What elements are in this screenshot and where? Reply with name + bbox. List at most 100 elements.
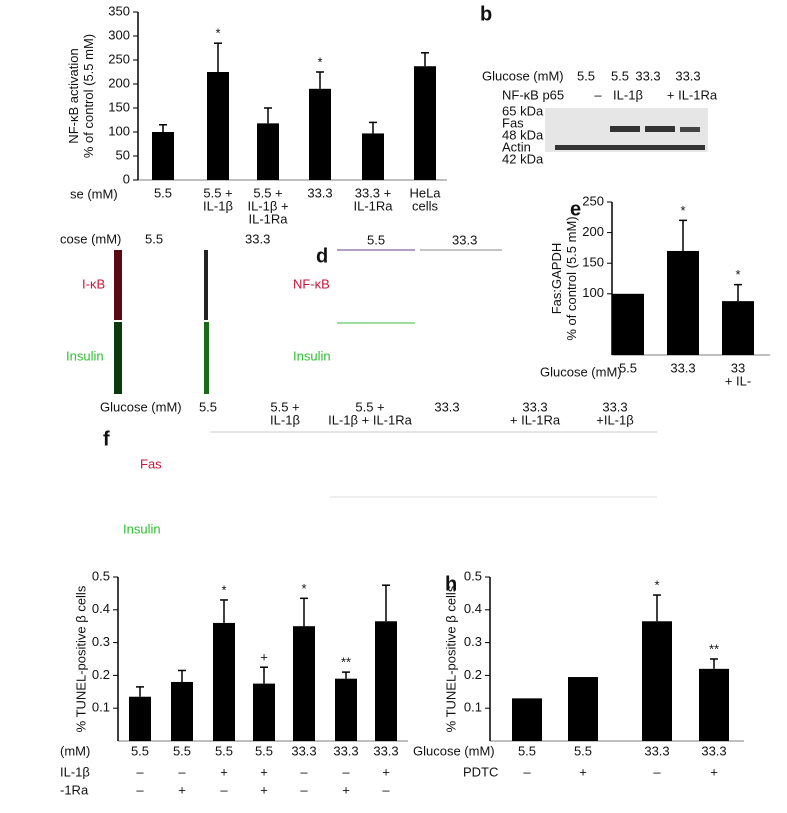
condition-label: IL-1β + IL-1Ra [328,412,412,427]
bar [213,622,235,741]
band [680,127,700,132]
y-tick-label: 0.3 [464,634,482,649]
y-tick-label: 300 [108,27,130,42]
row-cell: + [710,764,718,779]
annotation: ** [709,641,719,656]
lane-label: IL-1β [613,87,643,102]
y-axis-label: % of control (5.5 mM) [564,216,579,340]
x-tick-label: 33.3 [644,743,669,758]
condition-label: + IL-1Ra [510,412,561,427]
bar [152,132,174,180]
row-label: Glucose (mM) [482,68,564,83]
row-label: cose (mM) [60,231,121,246]
lane-label: 33.3 [635,68,660,83]
y-axis-label: NF-κB activation [66,48,81,143]
row-cell: – [136,782,144,797]
band [610,126,640,132]
bar [309,88,331,180]
lane-label: 5.5 [611,68,629,83]
x-tick-label: HeLa [409,185,441,200]
row-cell: – [653,764,661,779]
y-tick-label: 0.2 [464,667,482,682]
row-cell: – [220,782,228,797]
x-tick-label: 33.3 [307,185,332,200]
row-cell: + [220,764,228,779]
condition-label: 33.3 [434,399,459,414]
y-tick-label: 150 [582,255,604,270]
panel-letter: h [445,573,457,595]
bar [362,133,384,180]
x-tick-label: IL-1β [203,198,233,213]
x-tick-label: 5.5 + [253,185,282,200]
x-tick-label: 33.3 [670,360,695,375]
x-tick-label: 5.5 [619,360,637,375]
panel-letter: d [316,245,328,267]
column-label: 5.5 [367,232,385,247]
condition-label: IL-1β [270,412,300,427]
bar [512,698,542,741]
row-cell: – [523,764,531,779]
y-tick-label: 250 [582,193,604,208]
row-cell: – [136,764,144,779]
bar [667,250,699,355]
image [204,250,208,320]
lane-label: – [594,87,602,102]
annotation: * [301,581,306,596]
row-label: -1Ra [60,782,89,797]
marker: Actin [502,139,531,154]
marker: 65 kDa [502,103,544,118]
bar [207,72,229,180]
bar [414,66,436,180]
y-tick-label: 0 [123,171,130,186]
x-tick-label: 5.5 [255,743,273,758]
bar [335,678,357,741]
x-tick-label: cells [412,198,439,213]
bar [257,123,279,180]
row-cell: – [300,782,308,797]
x-tick-label: 33.3 [701,743,726,758]
annotation: * [215,26,220,41]
lane-label: + IL-1Ra [667,87,718,102]
condition-label: 5.5 + [270,399,299,414]
condition-label: +IL-1β [596,412,633,427]
y-axis-label: Fas:GAPDH [549,243,564,315]
annotation: ** [341,655,351,670]
stain-label: I-κB [82,276,105,291]
condition-label: 33.3 [602,399,627,414]
bar [568,677,598,741]
marker: Fas [502,115,524,130]
lane-label: 33.3 [675,68,700,83]
x-tick-label: 5.5 [173,743,191,758]
bar [293,626,315,741]
marker: 48 kDa [502,127,544,142]
row-cell: + [579,764,587,779]
bar [129,696,151,741]
row-cell: + [178,782,186,797]
bar [722,301,754,355]
x-axis-label: Glucose (mM) [413,743,495,758]
image [114,322,122,394]
band [645,126,675,132]
annotation: * [654,577,659,592]
x-tick-label: 5.5 + [203,185,232,200]
bar [375,621,397,741]
x-axis-label: Glucose (mM) [540,364,622,379]
x-tick-label: 33.3 [373,743,398,758]
x-tick-label: 33.3 [333,743,358,758]
y-axis-label: % TUNEL-positive β cells [443,585,458,732]
bar [253,683,275,741]
x-tick-label: 5.5 [131,743,149,758]
row-label: IL-1β [60,764,90,779]
row-cell: – [178,764,186,779]
image [204,322,209,394]
y-tick-label: 200 [108,75,130,90]
x-tick-label: 5.5 [154,185,172,200]
bar [699,668,729,741]
annotation: * [221,582,226,597]
row-cell: + [342,782,350,797]
y-tick-label: 150 [108,99,130,114]
y-tick-label: 0.2 [92,667,110,682]
y-tick-label: 250 [108,51,130,66]
y-tick-label: 100 [108,123,130,138]
